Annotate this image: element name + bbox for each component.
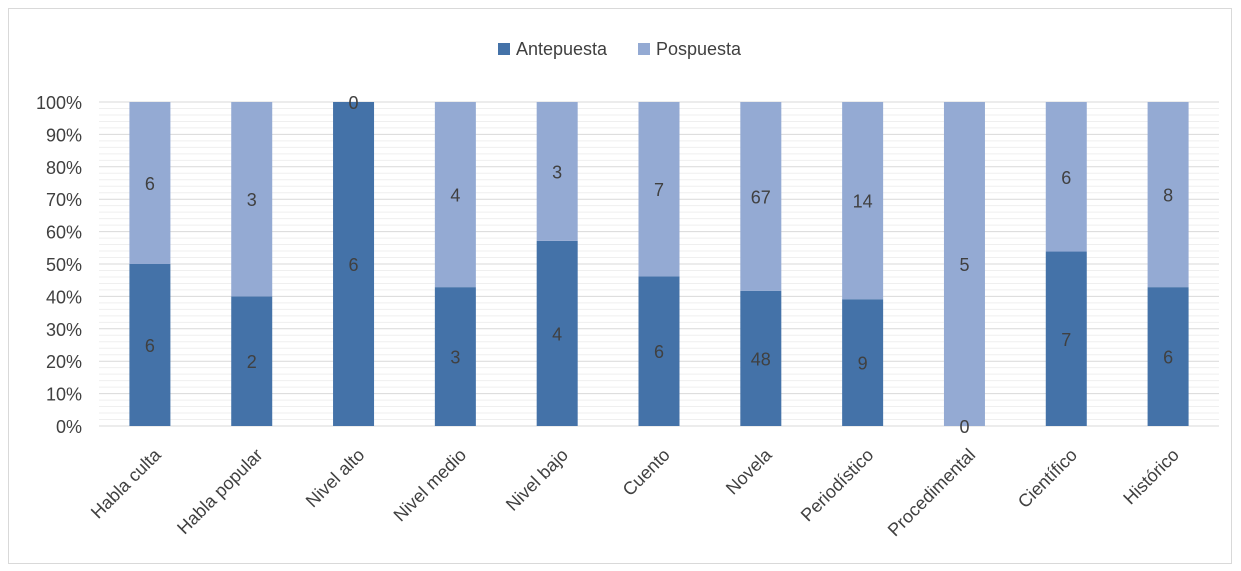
x-tick-label: Periodístico: [797, 445, 878, 526]
x-tick-label: Científico: [1014, 445, 1081, 512]
bar-group: 43: [536, 102, 578, 426]
data-label-antepuesta: 9: [858, 354, 868, 374]
bar-pospuesta: [536, 102, 578, 241]
legend-swatch: [498, 43, 510, 55]
y-tick-label: 100%: [36, 93, 82, 113]
data-label-pospuesta: 67: [751, 187, 771, 207]
bar-antepuesta: [333, 102, 375, 426]
x-tick-label: Habla popular: [173, 445, 266, 538]
bar-group: 9 14: [842, 102, 884, 426]
bar-group: 76: [1045, 102, 1087, 426]
data-label-antepuesta: 3: [450, 348, 460, 368]
data-label-pospuesta: 5: [959, 255, 969, 275]
chart-frame: Antepuesta Pospuesta 0% 10% 20% 30% 40% 50% 60%…: [8, 8, 1232, 564]
y-tick-label: 90%: [46, 125, 82, 145]
bar-pospuesta: [434, 102, 476, 288]
y-tick-label: 0%: [56, 417, 82, 437]
data-label-antepuesta: 48: [751, 349, 771, 369]
x-tick-label: Procedimental: [884, 445, 980, 541]
x-tick-label: Nivel medio: [390, 445, 471, 526]
bar-antepuesta: [1147, 287, 1189, 426]
bar-antepuesta: [536, 240, 578, 426]
bar-pospuesta: [943, 102, 985, 426]
bar-antepuesta: [129, 264, 171, 426]
y-tick-label: 20%: [46, 352, 82, 372]
bar-pospuesta: [740, 102, 782, 291]
data-label-antepuesta: 0: [959, 417, 969, 437]
bar-group: 66: [129, 102, 171, 426]
data-label-pospuesta: 14: [853, 192, 873, 212]
data-label-pospuesta: 6: [1061, 168, 1071, 188]
legend-label: Pospuesta: [656, 39, 742, 59]
data-label-pospuesta: 3: [552, 162, 562, 182]
bar-antepuesta: [231, 296, 273, 426]
bar-pospuesta: [129, 102, 171, 264]
y-tick-label: 50%: [46, 255, 82, 275]
bar-antepuesta: [638, 276, 680, 426]
data-label-pospuesta: 7: [654, 180, 664, 200]
y-tick-label: 40%: [46, 287, 82, 307]
bar-pospuesta: [1045, 102, 1087, 252]
y-tick-label: 30%: [46, 320, 82, 340]
data-label-pospuesta: 8: [1163, 186, 1173, 206]
data-label-antepuesta: 7: [1061, 330, 1071, 350]
bar-antepuesta: [434, 287, 476, 426]
x-axis: Habla culta Habla popular Nivel alto Nivel …: [87, 444, 1183, 540]
bar-antepuesta: [740, 290, 782, 426]
x-tick-label: Cuento: [619, 445, 674, 500]
bar-antepuesta: [842, 299, 884, 426]
bar-pospuesta: [231, 102, 273, 297]
data-label-pospuesta: 4: [450, 186, 460, 206]
data-label-pospuesta: 6: [145, 174, 155, 194]
data-label-antepuesta: 2: [247, 352, 257, 372]
x-tick-label: Nivel bajo: [502, 445, 572, 515]
y-axis: 0% 10% 20% 30% 40% 50% 60% 70% 80% 90% 100%: [36, 93, 82, 437]
y-tick-label: 70%: [46, 190, 82, 210]
legend-swatch: [638, 43, 650, 55]
bar-group: 60: [333, 93, 375, 426]
data-label-antepuesta: 6: [654, 342, 664, 362]
bar-group: 23: [231, 102, 273, 426]
data-label-pospuesta: 0: [349, 93, 359, 113]
bar-group: 68: [1147, 102, 1189, 426]
data-label-antepuesta: 6: [145, 336, 155, 356]
bar-antepuesta: [1045, 251, 1087, 426]
data-label-antepuesta: 6: [349, 255, 359, 275]
stacked-percent-bar-chart: Antepuesta Pospuesta 0%10%20%30%40%50%60%…: [36, 39, 1219, 540]
y-tick-label: 10%: [46, 385, 82, 405]
y-tick-label: 60%: [46, 223, 82, 243]
data-label-pospuesta: 3: [247, 190, 257, 210]
data-label-antepuesta: 4: [552, 324, 562, 344]
bar-group: 05: [943, 102, 985, 437]
bar-group: 34: [434, 102, 476, 426]
x-tick-label: Novela: [722, 444, 776, 498]
bar-pospuesta: [1147, 102, 1189, 288]
legend-label: Antepuesta: [516, 39, 608, 59]
x-tick-label: Nivel alto: [302, 445, 368, 511]
bar-group: 48 67: [740, 102, 782, 426]
x-tick-label: Habla culta: [87, 444, 166, 523]
bar-pospuesta: [638, 102, 680, 277]
bar-pospuesta: [842, 102, 884, 300]
y-tick-label: 80%: [46, 158, 82, 178]
legend: Antepuesta Pospuesta: [498, 39, 742, 59]
bar-group: 67: [638, 102, 680, 426]
x-tick-label: Histórico: [1119, 445, 1183, 509]
data-label-antepuesta: 6: [1163, 348, 1173, 368]
